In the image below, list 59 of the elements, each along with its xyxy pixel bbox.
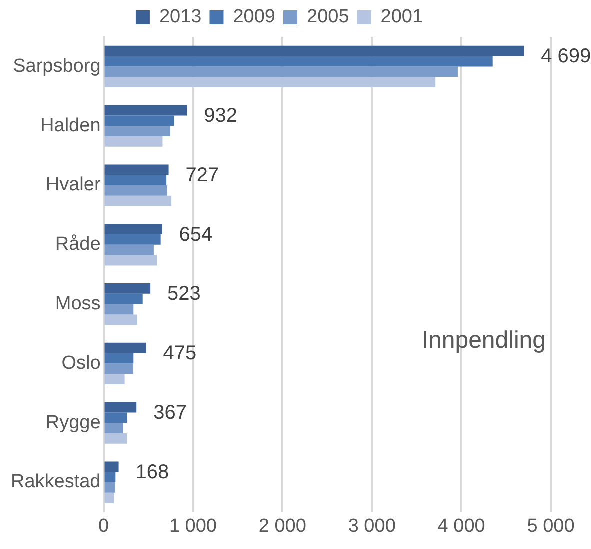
bar — [104, 492, 114, 504]
y-tick-label: Oslo — [62, 352, 101, 374]
bar — [104, 462, 119, 472]
data-label: 932 — [204, 105, 238, 128]
bar — [104, 77, 436, 88]
data-label: 4 699 — [541, 46, 591, 68]
y-tick-label: Halden — [40, 115, 101, 136]
bar — [104, 342, 146, 354]
y-tick-label: Sarpsborg — [13, 56, 101, 77]
x-tick-label: 5 000 — [527, 516, 575, 537]
bar — [104, 364, 134, 374]
bar — [104, 374, 125, 384]
bar — [104, 423, 124, 434]
bar — [104, 126, 170, 136]
bar — [104, 105, 188, 116]
legend-label: 2013 — [159, 6, 202, 28]
x-tick-label: 1 000 — [169, 516, 217, 537]
y-tick-label: Råde — [55, 234, 101, 256]
bar — [104, 472, 116, 482]
bar — [104, 186, 168, 196]
y-tick-label: Hvaler — [46, 174, 102, 196]
bar — [104, 224, 162, 235]
y-tick-label: Rakkestad — [10, 472, 101, 493]
x-tick-label: 2 000 — [258, 516, 306, 537]
bar — [104, 433, 128, 444]
data-label: 475 — [163, 342, 197, 365]
bar — [104, 196, 172, 206]
legend-label: 2005 — [307, 6, 350, 28]
bar — [104, 136, 163, 147]
bar — [104, 294, 143, 304]
bar — [104, 56, 493, 67]
bar — [104, 353, 134, 364]
bar — [104, 402, 137, 413]
bar — [104, 284, 151, 294]
data-label: 523 — [168, 283, 201, 306]
bar — [104, 46, 524, 56]
x-tick-label: 0 — [98, 516, 110, 537]
bar — [104, 164, 169, 176]
data-label: 727 — [186, 164, 220, 186]
y-tick-label: Moss — [55, 294, 101, 315]
bar — [104, 175, 167, 186]
bar — [104, 482, 116, 493]
y-tick-label: Rygge — [46, 412, 101, 434]
bar — [104, 255, 157, 266]
data-label: 654 — [179, 224, 213, 246]
bar — [104, 314, 138, 326]
data-label: 367 — [154, 402, 187, 424]
bar — [104, 304, 134, 315]
bar — [104, 244, 154, 256]
bar — [104, 412, 128, 424]
legend-label: 2001 — [380, 6, 424, 28]
x-tick-label: 4 000 — [438, 516, 486, 537]
bar — [104, 234, 161, 245]
x-tick-label: 3 000 — [348, 516, 396, 537]
bar — [104, 116, 174, 126]
annotation: Innpendling — [422, 326, 546, 354]
legend-label: 2009 — [233, 6, 276, 28]
data-label: 168 — [136, 461, 170, 484]
bar — [104, 66, 458, 78]
